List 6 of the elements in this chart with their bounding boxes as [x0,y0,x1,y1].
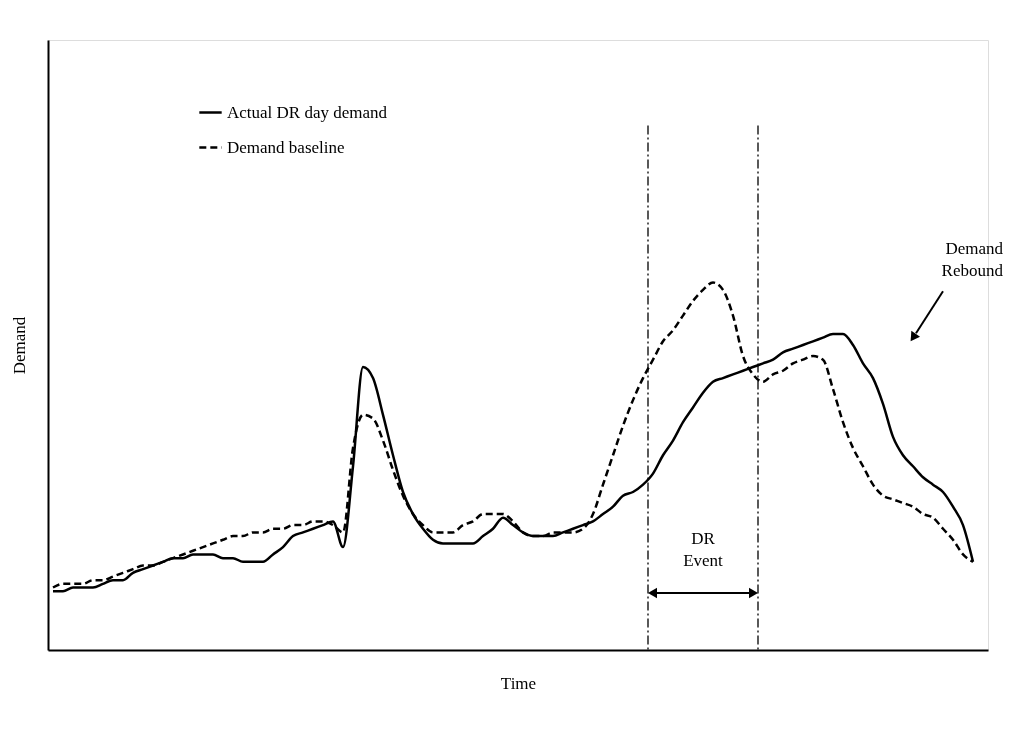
x-axis-title: Time [500,673,537,693]
text: Demand Rebound [941,239,1004,281]
legend-label: Demand baseline [227,137,345,157]
legend-label: Actual DR day demand [227,102,388,122]
y-axis-title: Demand [9,316,29,375]
annotation: DR Event [683,529,724,570]
